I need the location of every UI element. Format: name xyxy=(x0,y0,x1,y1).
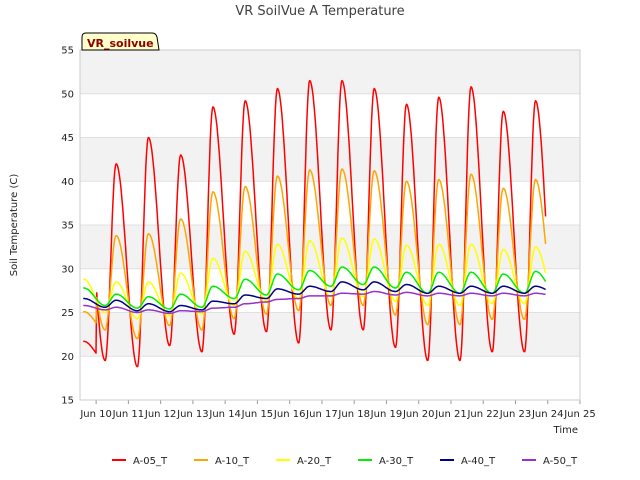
y-tick-label: 55 xyxy=(61,46,74,57)
x-tick-label: Jun 17 xyxy=(305,409,338,420)
legend: A-05_T A-10_T A-20_T A-30_T A-40_T A-50_T xyxy=(112,456,578,467)
x-tick-label: Jun 20 xyxy=(402,409,435,420)
series-line-a-20-t xyxy=(82,237,547,320)
x-tick-label: Jun 11 xyxy=(112,409,145,420)
legend-label: A-40_T xyxy=(461,456,496,467)
x-tick-label: Jun 13 xyxy=(176,409,209,420)
y-tick-label: 45 xyxy=(61,133,74,144)
legend-label: A-10_T xyxy=(215,456,250,467)
y-tick-label: 15 xyxy=(61,396,74,407)
x-tick-label: Jun 22 xyxy=(466,409,499,420)
plot-band xyxy=(80,50,580,94)
x-tick-label: Jun 15 xyxy=(241,409,274,420)
legend-label: A-30_T xyxy=(379,456,414,467)
plot-band xyxy=(80,137,580,182)
legend-label: A-20_T xyxy=(297,456,332,467)
x-tick-label: Jun 12 xyxy=(144,409,177,420)
series-line-a-30-t xyxy=(83,266,547,310)
chart-title: VR SoilVue A Temperature xyxy=(235,4,404,19)
legend-label: A-05_T xyxy=(133,456,168,467)
y-tick-label: 50 xyxy=(61,89,74,100)
x-tick-label: Jun 16 xyxy=(273,409,306,420)
y-axis-label: Soil Temperature (C) xyxy=(9,174,20,277)
legend-label: A-50_T xyxy=(543,456,578,467)
y-tick-label: 20 xyxy=(61,352,74,363)
site-badge-box xyxy=(81,32,160,51)
y-tick-label: 30 xyxy=(61,264,74,275)
x-tick-label: Jun 25 xyxy=(563,409,596,420)
site-badge: VR_soilvue xyxy=(81,32,160,51)
series-line-a-05-t xyxy=(83,79,547,368)
y-axis-ticks: 15 20 25 30 35 40 45 50 55 xyxy=(61,46,74,407)
x-tick-label: Jun 21 xyxy=(434,409,467,420)
site-badge-text: VR_soilvue xyxy=(87,37,154,50)
y-tick-label: 40 xyxy=(61,177,74,188)
series-line-a-50-t xyxy=(83,290,546,315)
x-tick-label: Jun 19 xyxy=(370,409,403,420)
x-tick-label: Jun 10 xyxy=(79,409,112,420)
series-lines xyxy=(82,79,547,368)
series-line-a-40-t xyxy=(83,281,546,313)
plot-band xyxy=(80,312,580,357)
x-tick-label: Jun 18 xyxy=(337,409,370,420)
x-axis-label: Time xyxy=(553,425,578,436)
plot-frame xyxy=(79,49,581,401)
y-tick-label: 25 xyxy=(61,308,74,319)
x-tick-label: Jun 23 xyxy=(499,409,532,420)
x-tick-label: Jun 24 xyxy=(531,409,564,420)
y-tick-label: 35 xyxy=(61,221,74,232)
x-axis-ticks: Jun 10 Jun 11 Jun 12 Jun 13 Jun 14 Jun 15 Jun … xyxy=(79,400,596,420)
plot-bands xyxy=(80,50,580,357)
x-tick-label: Jun 14 xyxy=(208,409,241,420)
plot-band xyxy=(80,225,580,269)
series-line-a-10-t xyxy=(83,168,547,340)
